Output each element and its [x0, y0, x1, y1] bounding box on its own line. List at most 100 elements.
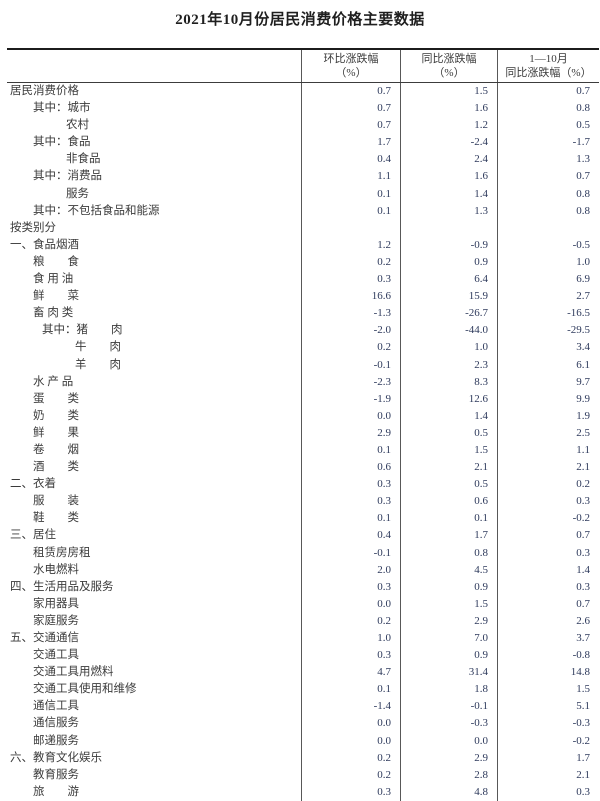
header-col-yoy-change: 同比涨跌幅 （%） [400, 50, 497, 82]
row-label: 一、食品烟酒 [10, 238, 79, 251]
cell-value: -0.1 [400, 698, 497, 716]
cell-value: 0.1 [301, 681, 400, 699]
header-col-mom-line1: 环比涨跌幅 [323, 53, 379, 65]
row-label: 邮递服务 [33, 734, 79, 747]
cell-value: -0.5 [497, 236, 599, 254]
cell-value: 0.3 [301, 647, 400, 665]
table-row: 水电燃料 2.0 4.5 1.4 [7, 561, 599, 579]
cell-value: 0.0 [301, 715, 400, 733]
cell-value: 0.7 [497, 527, 599, 545]
cell-value: 2.1 [400, 459, 497, 477]
cell-value: 1.4 [400, 185, 497, 203]
table-row: 粮 食 0.2 0.9 1.0 [7, 253, 599, 272]
cell-value: 1.7 [497, 749, 599, 767]
row-label: 家用器具 [33, 597, 79, 610]
table-row: 三、居住 0.4 1.7 0.7 [7, 527, 599, 545]
cell-value: 0.2 [497, 476, 599, 494]
cell-value: -1.7 [497, 134, 599, 152]
row-label: 其中：城市 [33, 102, 91, 115]
cell-value: 0.1 [301, 185, 400, 203]
cell-value: 1.2 [301, 236, 400, 254]
row-label: 交通工具 [33, 649, 79, 662]
table-row: 其中：城市 0.7 1.6 0.8 [7, 100, 599, 118]
cell-value: 1.5 [497, 681, 599, 699]
row-label: 六、教育文化娱乐 [10, 751, 102, 764]
cell-value: 1.5 [400, 441, 497, 460]
row-label: 居民消费价格 [10, 85, 79, 97]
table-row: 居民消费价格 0.7 1.5 0.7 [7, 83, 599, 101]
table-row: 其中：不包括食品和能源 0.1 1.3 0.8 [7, 202, 599, 220]
cell-value: 9.9 [497, 390, 599, 408]
cell-value [301, 219, 400, 237]
cell-value: 0.6 [400, 493, 497, 511]
cell-value: 1.6 [400, 100, 497, 118]
cell-value: 4.8 [400, 783, 497, 801]
table-row: 通信工具 -1.4 -0.1 5.1 [7, 698, 599, 716]
row-label: 通信工具 [33, 700, 79, 713]
row-label: 鲜 果 [33, 426, 79, 439]
cell-value: 14.8 [497, 664, 599, 682]
cell-value: 16.6 [301, 288, 400, 306]
cell-value: -26.7 [400, 305, 497, 323]
cell-value: 1.5 [400, 83, 497, 101]
cell-value: 1.5 [400, 595, 497, 613]
cell-value: -0.8 [497, 647, 599, 665]
cell-value: 9.7 [497, 373, 599, 391]
cell-value: 1.0 [497, 253, 599, 272]
cell-value: -0.2 [497, 510, 599, 528]
cell-value: 2.9 [301, 424, 400, 442]
cell-value: 0.3 [497, 544, 599, 562]
cell-value: 6.1 [497, 356, 599, 374]
cell-value: 0.7 [497, 83, 599, 101]
cell-value: 7.0 [400, 630, 497, 648]
cell-value: 2.0 [301, 561, 400, 579]
row-label: 牛 肉 [75, 341, 121, 354]
cell-value: 31.4 [400, 664, 497, 682]
row-label: 二、衣着 [10, 478, 56, 491]
cell-value: -0.3 [400, 715, 497, 733]
cell-value: 2.8 [400, 766, 497, 784]
cell-value: 3.7 [497, 630, 599, 648]
cell-value: 1.0 [400, 339, 497, 357]
header-col-ytd-line1: 1—10月 [529, 53, 568, 65]
cell-value: -44.0 [400, 322, 497, 340]
cell-value: 6.9 [497, 271, 599, 289]
cell-value: 2.9 [400, 749, 497, 767]
header-stub-cell [7, 50, 301, 82]
table-row: 畜 肉 类 -1.3 -26.7 -16.5 [7, 305, 599, 323]
cell-value: 0.0 [301, 732, 400, 750]
cell-value: 0.2 [301, 253, 400, 272]
table-row: 鞋 类 0.1 0.1 -0.2 [7, 510, 599, 528]
cell-value: -0.2 [497, 732, 599, 750]
cell-value: -29.5 [497, 322, 599, 340]
cell-value: 0.7 [301, 117, 400, 135]
cell-value: 0.3 [497, 578, 599, 596]
cell-value: 1.1 [497, 441, 599, 460]
table-row: 鲜 菜 16.6 15.9 2.7 [7, 288, 599, 306]
table-body: 居民消费价格 0.7 1.5 0.7 其中：城市 0.7 1.6 0.8 农村 0.7 1.2 0.5… [7, 83, 599, 801]
table-header-row: 环比涨跌幅 （%） 同比涨跌幅 （%） 1—10月 同比涨跌幅（%） [7, 50, 599, 83]
row-label: 其中：消费品 [33, 170, 102, 183]
cell-value: 0.3 [301, 476, 400, 494]
cell-value: 0.3 [301, 271, 400, 289]
cell-value: 0.2 [301, 339, 400, 357]
table-row: 非食品 0.4 2.4 1.3 [7, 151, 599, 169]
row-label: 蛋 类 [33, 392, 79, 405]
cell-value: 0.4 [301, 527, 400, 545]
row-label: 按类别分 [10, 221, 56, 234]
table-row: 旅 游 0.3 4.8 0.3 [7, 783, 599, 801]
cell-value: -2.3 [301, 373, 400, 391]
cell-value: -2.4 [400, 134, 497, 152]
cell-value: -1.3 [301, 305, 400, 323]
cell-value: -0.3 [497, 715, 599, 733]
table-row: 一、食品烟酒 1.2 -0.9 -0.5 [7, 236, 599, 254]
cell-value: 1.9 [497, 407, 599, 425]
row-label: 农村 [66, 119, 89, 132]
cell-value: 0.7 [497, 595, 599, 613]
table-row: 四、生活用品及服务 0.3 0.9 0.3 [7, 578, 599, 596]
cell-value: -0.9 [400, 236, 497, 254]
row-label: 交通工具用燃料 [33, 666, 114, 679]
row-label: 五、交通通信 [10, 632, 79, 644]
table-row: 按类别分 [7, 219, 599, 237]
cell-value: 0.8 [497, 185, 599, 203]
